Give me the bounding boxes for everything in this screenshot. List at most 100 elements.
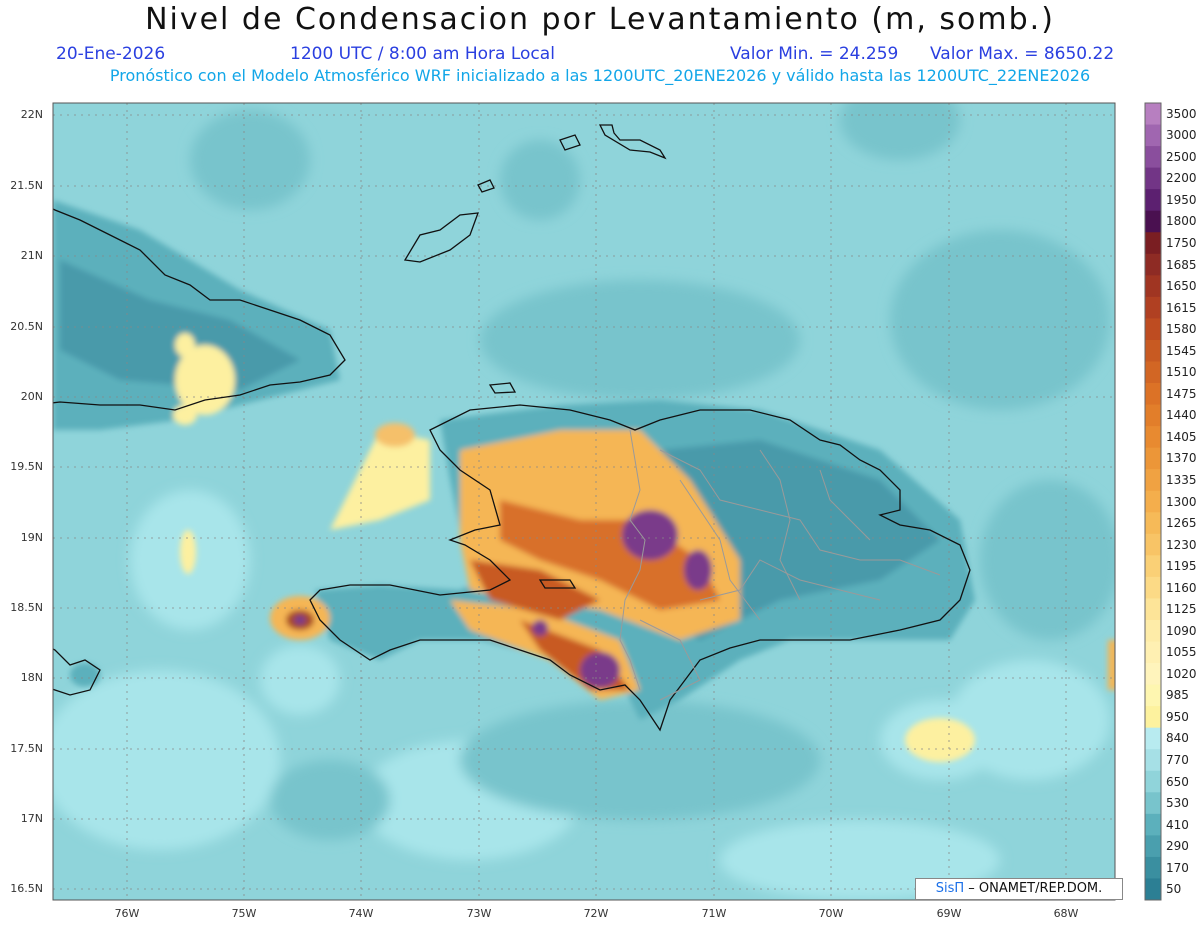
colorbar-label: 1510 [1166,365,1197,380]
lon-label-76w: 76W [114,907,140,920]
forecast-info: Pronóstico con el Modelo Atmosférico WRF… [109,66,1091,85]
colorbar-swatch [1145,663,1161,686]
colorbar-label: 1750 [1166,236,1197,250]
colorbar-swatch [1145,856,1161,879]
max-value-label: Valor Max. = 8650.22 [930,44,1115,64]
colorbar-swatch [1145,770,1161,793]
lon-label-71w: 71W [701,907,727,920]
sispi-logo: SisΠ [935,881,965,896]
colorbar-swatch [1145,706,1161,729]
lat-label-22n: 22N [20,108,43,121]
lat-label-17-5n: 17.5N [10,742,43,755]
colorbar-label: 1800 [1166,214,1197,229]
lon-label-73w: 73W [466,907,492,920]
coastlines [53,124,971,732]
credit-org: – ONAMET/REP.DOM. [968,881,1103,896]
colorbar-swatch [1145,189,1161,212]
colorbar-swatch [1145,835,1161,858]
colorbar-label: 1055 [1166,645,1197,660]
colorbar-label: 1230 [1166,537,1197,552]
colorbar-swatch [1145,361,1161,384]
map-field [53,103,1115,900]
lon-label-69w: 69W [936,907,962,920]
colorbar-label: 1405 [1166,429,1197,444]
colorbar-label: 1020 [1166,666,1197,681]
colorbar-swatch [1145,792,1161,815]
colorbar-label: 770 [1166,752,1189,767]
colorbar-swatch [1145,383,1161,406]
colorbar-label: 410 [1166,817,1189,832]
colorbar-label: 1950 [1166,192,1197,207]
colorbar-label: 1545 [1166,343,1197,358]
lat-label-20n: 20N [20,390,43,403]
colorbar-label: 170 [1166,860,1189,875]
colorbar-swatch [1145,576,1161,599]
colorbar-label: 1615 [1166,300,1197,315]
colorbar [1144,102,1162,901]
colorbar-swatch [1145,426,1161,449]
colorbar-label: 1160 [1166,580,1197,595]
date-label: 20-Ene-2026 [56,44,166,64]
colorbar-swatch [1145,275,1161,298]
colorbar-swatch [1145,469,1161,492]
colorbar-label: 650 [1166,774,1189,789]
colorbar-frame [1144,102,1162,901]
colorbar-label: 840 [1166,731,1189,746]
lat-label-16-5n: 16.5N [10,882,43,895]
colorbar-swatch [1145,619,1161,643]
colorbar-swatch [1145,813,1161,836]
lat-label-21-5n: 21.5N [10,179,43,192]
chart-title: Nivel de Condensacion por Levantamiento … [145,2,1055,37]
colorbar-swatch [1145,684,1161,707]
colorbar-swatch [1145,727,1161,750]
colorbar-label: 1265 [1166,516,1197,531]
colorbar-label: 1685 [1166,257,1197,272]
lat-label-19-5n: 19.5N [10,460,43,473]
colorbar-swatch [1145,598,1161,621]
colorbar-swatch [1145,253,1161,276]
colorbar-label: 50 [1166,882,1182,897]
colorbar-swatch [1145,124,1161,147]
lon-label-75w: 75W [231,907,257,920]
colorbar-label: 1125 [1166,602,1197,617]
colorbar-label: 290 [1166,839,1189,854]
colorbar-swatch [1145,232,1161,255]
lon-label-68w: 68W [1053,907,1079,920]
colorbar-swatch [1145,103,1161,126]
colorbar-swatch [1145,447,1161,470]
colorbar-label: 1300 [1166,494,1197,509]
cuba-field [53,200,340,687]
colorbar-label: 3000 [1166,128,1197,143]
lat-label-20-5n: 20.5N [10,320,43,333]
colorbar-label: 1440 [1166,408,1197,423]
colorbar-label: 1090 [1166,623,1197,638]
colorbar-label: 1580 [1166,322,1197,337]
lon-label-72w: 72W [583,907,609,920]
colorbar-swatch [1145,749,1161,772]
colorbar-swatch [1145,641,1161,664]
lat-label-21n: 21N [20,249,43,262]
colorbar-swatch [1145,490,1161,513]
colorbar-label: 1370 [1166,451,1197,466]
time-label: 1200 UTC / 8:00 am Hora Local [290,44,555,64]
admin-boundaries [619,429,941,701]
colorbar-swatch [1145,533,1161,556]
lon-label-70w: 70W [818,907,844,920]
colorbar-swatch [1145,146,1161,169]
colorbar-label: 3500 [1166,106,1197,121]
lat-label-18-5n: 18.5N [10,601,43,614]
colorbar-label: 2200 [1166,171,1197,186]
colorbar-swatch [1145,318,1161,341]
colorbar-swatch [1145,210,1161,233]
map-frame [52,102,1116,901]
lat-label-18n: 18N [20,671,43,684]
colorbar-label: 530 [1166,796,1189,811]
colorbar-swatch [1145,296,1161,319]
colorbar-label: 950 [1166,709,1189,724]
colorbar-label: 1335 [1166,472,1197,487]
lat-label-19n: 19N [20,531,43,544]
colorbar-label: 1650 [1166,279,1197,294]
colorbar-swatch [1145,167,1161,190]
colorbar-label: 1475 [1166,386,1197,401]
